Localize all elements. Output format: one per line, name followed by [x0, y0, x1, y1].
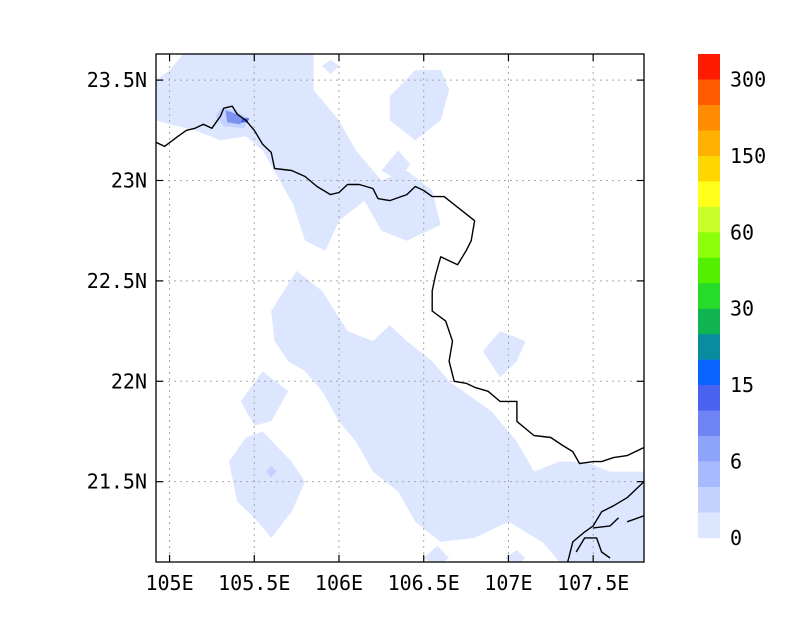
legend-label-5: 6 — [730, 450, 742, 474]
country-borders — [156, 105, 644, 562]
legend-swatch-7 — [698, 232, 720, 259]
x-tick-label-5: 107.5E — [557, 571, 629, 595]
precip-region-13 — [266, 465, 277, 478]
legend-swatch-1 — [698, 79, 720, 106]
precip-region-0 — [156, 54, 441, 251]
legend-swatch-6 — [698, 206, 720, 233]
x-tick-label-0: 105E — [145, 571, 193, 595]
legend-swatch-12 — [698, 359, 720, 386]
plot-frame — [155, 53, 645, 563]
border-line-3 — [626, 515, 644, 523]
y-tick-label-3: 22N — [111, 369, 147, 393]
legend-swatch-2 — [698, 104, 720, 131]
x-axis: 105E 105.5E 106E 106.5E 107E 107.5E — [145, 54, 629, 595]
x-tick-label-2: 106E — [315, 571, 363, 595]
y-tick-label-0: 23.5N — [87, 68, 147, 92]
precip-region-8 — [423, 545, 450, 562]
y-axis: 23.5N 23N 22.5N 22N 21.5N — [87, 68, 644, 494]
legend-label-6: 0 — [730, 526, 742, 550]
x-tick-label-3: 106.5E — [388, 571, 460, 595]
legend-swatch-16 — [698, 461, 720, 488]
legend-swatch-9 — [698, 283, 720, 310]
precip-region-7 — [483, 331, 526, 378]
border-line-4 — [593, 517, 620, 529]
legend-swatch-17 — [698, 487, 720, 513]
y-tick-label-4: 21.5N — [87, 470, 147, 494]
legend-swatch-13 — [698, 385, 720, 411]
precip-region-1 — [389, 70, 450, 141]
legend-swatch-10 — [698, 308, 720, 335]
legend-swatch-5 — [698, 181, 720, 208]
legend-label-2: 60 — [730, 220, 754, 244]
precip-region-4 — [271, 270, 644, 562]
legend-swatch-14 — [698, 410, 720, 437]
legend-label-4: 15 — [730, 373, 754, 397]
legend-swatch-4 — [698, 155, 720, 182]
legend-swatch-3 — [698, 130, 720, 157]
precip-region-5 — [240, 371, 289, 426]
legend-swatch-11 — [698, 334, 720, 360]
legend-swatch-15 — [698, 436, 720, 462]
precip-region-9 — [505, 550, 526, 562]
legend-label-3: 30 — [730, 297, 754, 321]
border-line-1 — [567, 481, 644, 562]
legend-label-1: 150 — [730, 144, 766, 168]
legend-swatch-0 — [698, 54, 720, 80]
legend-label-0: 300 — [730, 68, 766, 92]
legend-swatch-8 — [698, 257, 720, 284]
y-tick-label-1: 23N — [111, 168, 147, 192]
precip-shading — [156, 54, 644, 562]
precip-region-2 — [322, 60, 339, 75]
y-tick-label-2: 22.5N — [87, 269, 147, 293]
border-line-2 — [575, 537, 611, 559]
x-tick-label-1: 105.5E — [218, 571, 290, 595]
precip-region-3 — [381, 150, 411, 181]
border-line-0 — [156, 105, 644, 465]
precip-region-6 — [228, 431, 306, 538]
grid-lines — [156, 54, 644, 562]
x-tick-label-4: 107E — [484, 571, 532, 595]
legend-swatch-18 — [698, 512, 720, 539]
